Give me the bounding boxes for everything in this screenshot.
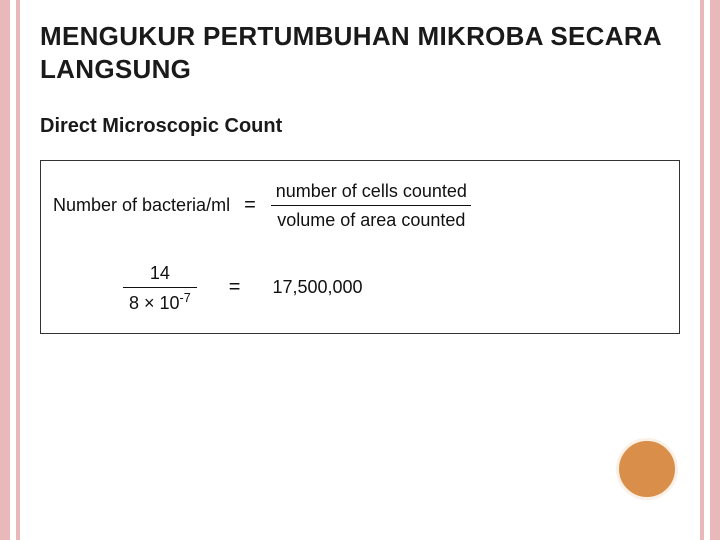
lhs-label: Number of bacteria/ml: [53, 195, 230, 216]
border-left-inner: [16, 0, 20, 540]
equals-sign: =: [244, 194, 256, 217]
border-left-outer: [0, 0, 10, 540]
den-exponent: -7: [180, 291, 191, 305]
numerator-value: 14: [144, 261, 176, 287]
result-value: 17,500,000: [272, 277, 362, 298]
fraction-definition: number of cells counted volume of area c…: [270, 179, 473, 233]
numerator-text: number of cells counted: [270, 179, 473, 205]
equation-definition: Number of bacteria/ml = number of cells …: [53, 179, 667, 233]
slide-title: MENGUKUR PERTUMBUHAN MIKROBA SECARA LANG…: [40, 20, 680, 85]
border-right-inner: [700, 0, 704, 540]
fraction-example: 14 8 × 10-7: [123, 261, 197, 316]
slide-subtitle: Direct Microscopic Count: [40, 115, 680, 138]
equation-example: 14 8 × 10-7 = 17,500,000: [123, 261, 667, 316]
slide-content: MENGUKUR PERTUMBUHAN MIKROBA SECARA LANG…: [40, 20, 680, 334]
denominator-text: volume of area counted: [271, 205, 471, 232]
border-right-outer: [710, 0, 720, 540]
denominator-value: 8 × 10-7: [123, 287, 197, 315]
decorative-circle-icon: [616, 438, 678, 500]
formula-box: Number of bacteria/ml = number of cells …: [40, 160, 680, 334]
den-base: 8 × 10: [129, 293, 180, 313]
equals-sign-2: =: [229, 276, 241, 299]
